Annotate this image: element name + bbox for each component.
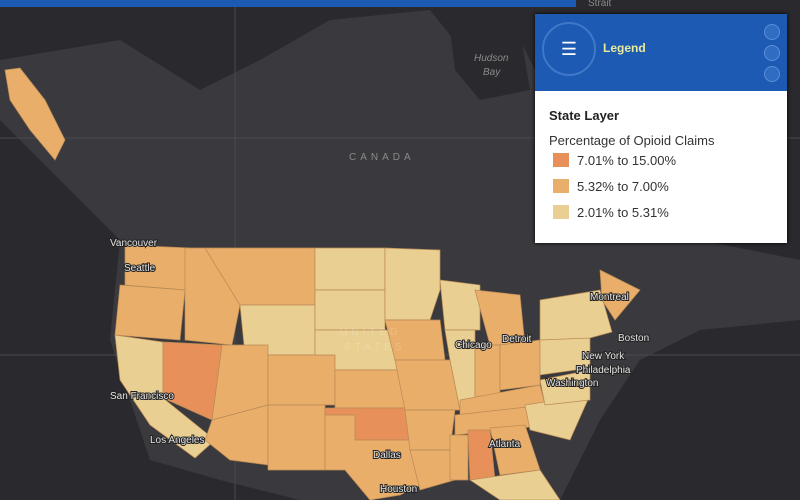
state <box>499 339 541 391</box>
state <box>474 344 501 401</box>
atlantic <box>560 320 800 500</box>
legend-swatch <box>553 153 569 167</box>
state <box>439 279 481 331</box>
states <box>114 244 641 500</box>
place-label: Washington <box>546 378 598 389</box>
legend-swatch <box>553 179 569 193</box>
place-label: Montreal <box>590 292 629 303</box>
place-label: Hudson <box>474 53 509 64</box>
place-label: Los Angeles <box>150 435 205 446</box>
layer-name: State Layer <box>549 108 620 123</box>
place-label: UNITED <box>340 327 401 338</box>
place-label: Detroit <box>502 334 532 345</box>
state <box>384 319 446 361</box>
legend-row: 7.01% to 15.00% <box>553 153 676 168</box>
state <box>334 369 406 409</box>
place-labels: Strait Hudson Bay CANADA Vancouver Seatt… <box>109 0 650 496</box>
place-label: CANADA <box>349 152 415 163</box>
alaska-panhandle <box>4 67 66 161</box>
legend-panel: ☰ Legend State Layer Percentage of Opioi… <box>535 14 787 243</box>
state <box>384 247 441 321</box>
legend-row: 5.32% to 7.00% <box>553 179 669 194</box>
place-label: Seattle <box>124 263 156 274</box>
state <box>267 404 326 471</box>
legend-label: 7.01% to 15.00% <box>577 153 677 168</box>
place-label: Houston <box>380 484 417 495</box>
state <box>467 429 496 481</box>
legend-title: Legend <box>603 41 646 55</box>
search-bar[interactable] <box>0 0 576 7</box>
field-name: Percentage of Opioid Claims <box>549 133 715 148</box>
place-label: Dallas <box>373 450 401 461</box>
state <box>204 404 269 466</box>
legend-label: 5.32% to 7.00% <box>577 179 669 194</box>
state <box>469 469 561 500</box>
pacific <box>0 120 300 500</box>
place-label: Boston <box>618 333 649 344</box>
state <box>599 269 641 321</box>
legend-swatch <box>553 205 569 219</box>
place-label: Atlanta <box>489 439 521 450</box>
place-label: Strait <box>588 0 612 9</box>
state <box>449 434 469 481</box>
place-label: Philadelphia <box>576 365 631 376</box>
minimize-button[interactable] <box>764 66 780 82</box>
state <box>539 289 613 341</box>
hudson-bay <box>450 30 530 100</box>
legend-label: 2.01% to 5.31% <box>577 205 669 220</box>
maximize-button[interactable] <box>764 45 780 61</box>
place-label: Chicago <box>455 340 492 351</box>
place-label: Vancouver <box>110 238 158 249</box>
place-label: STATES <box>344 342 405 353</box>
state <box>314 247 386 291</box>
state <box>267 354 336 406</box>
legend-header: ☰ Legend <box>535 14 787 91</box>
place-label: Bay <box>483 67 501 78</box>
legend-row: 2.01% to 5.31% <box>553 205 669 220</box>
state <box>539 369 591 406</box>
state <box>394 359 461 411</box>
state <box>114 284 186 341</box>
state <box>184 247 241 346</box>
state <box>314 289 386 331</box>
close-button[interactable] <box>764 24 780 40</box>
place-label: New York <box>582 351 625 362</box>
state <box>404 409 456 451</box>
legend-icon[interactable]: ☰ <box>542 22 596 76</box>
place-label: San Francisco <box>110 391 174 402</box>
